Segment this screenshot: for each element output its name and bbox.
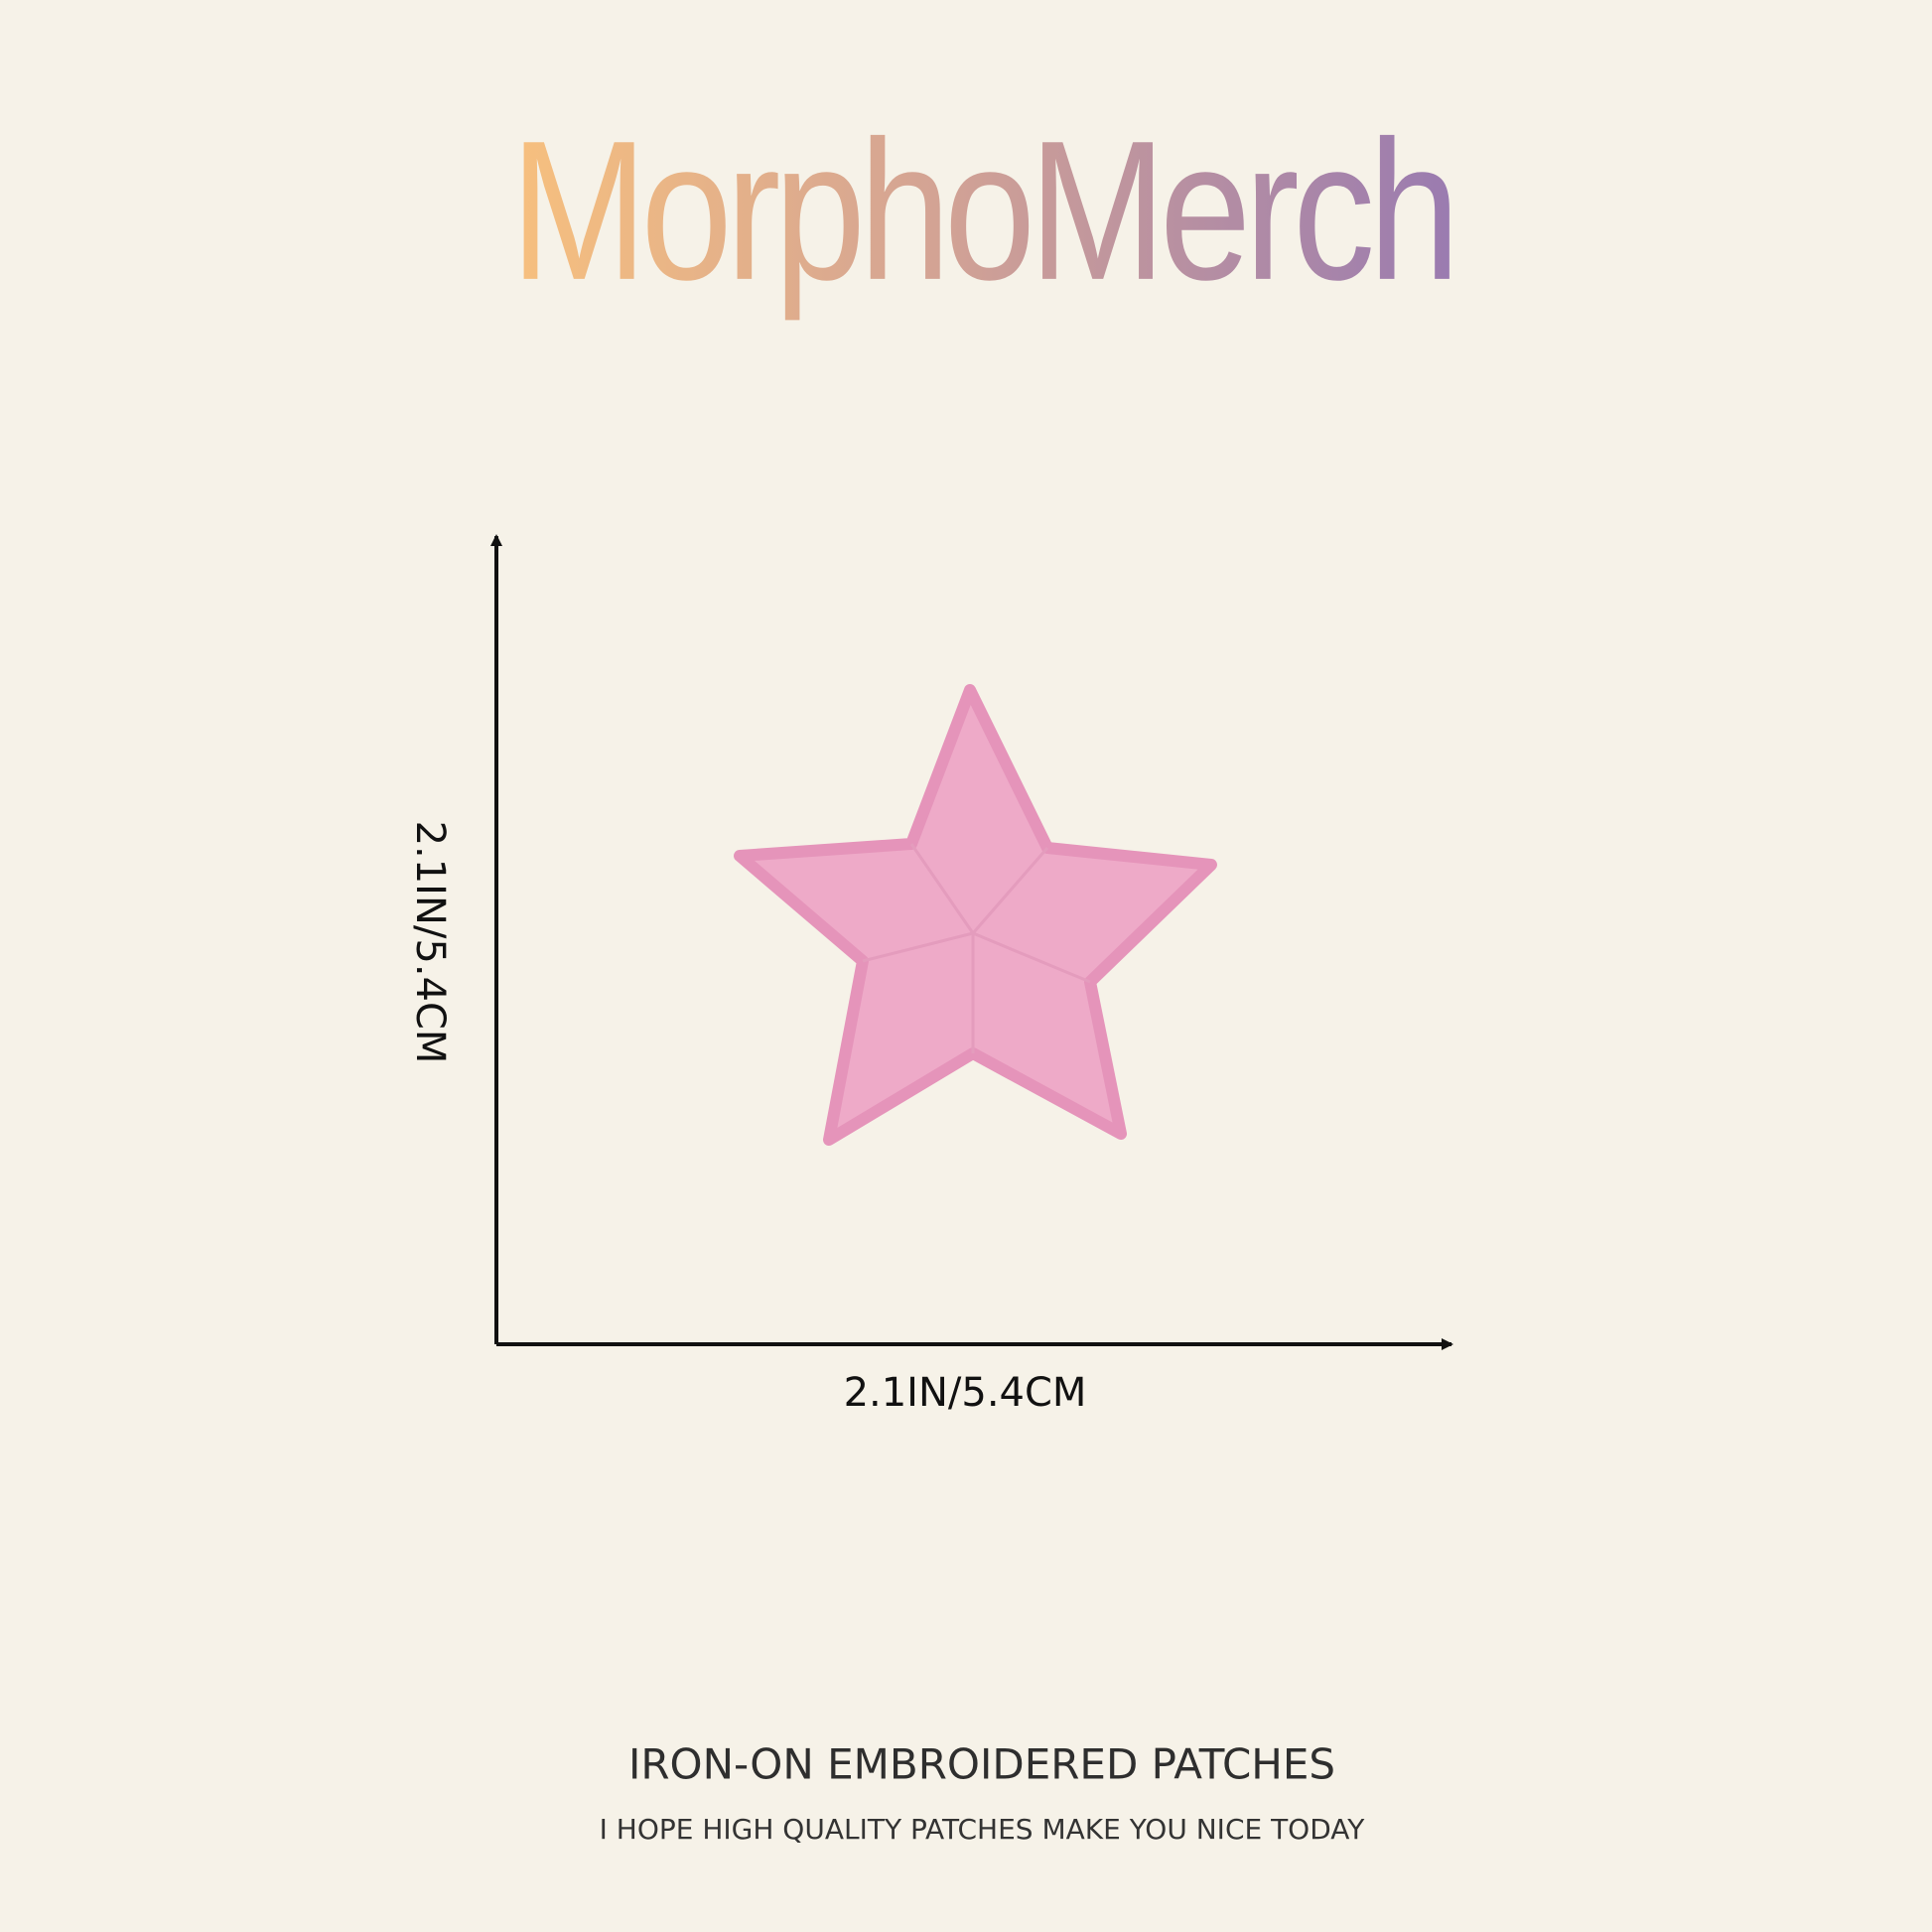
brand-logo: MorphoMerch xyxy=(510,100,1453,322)
width-label: 2.1IN/5.4CM xyxy=(844,1370,1087,1416)
star-patch xyxy=(734,684,1217,1146)
footer-subtitle: I HOPE HIGH QUALITY PATCHES MAKE YOU NIC… xyxy=(600,1813,1366,1846)
footer-title: IRON-ON EMBROIDERED PATCHES xyxy=(628,1740,1335,1789)
height-label: 2.1IN/5.4CM xyxy=(407,821,453,1064)
